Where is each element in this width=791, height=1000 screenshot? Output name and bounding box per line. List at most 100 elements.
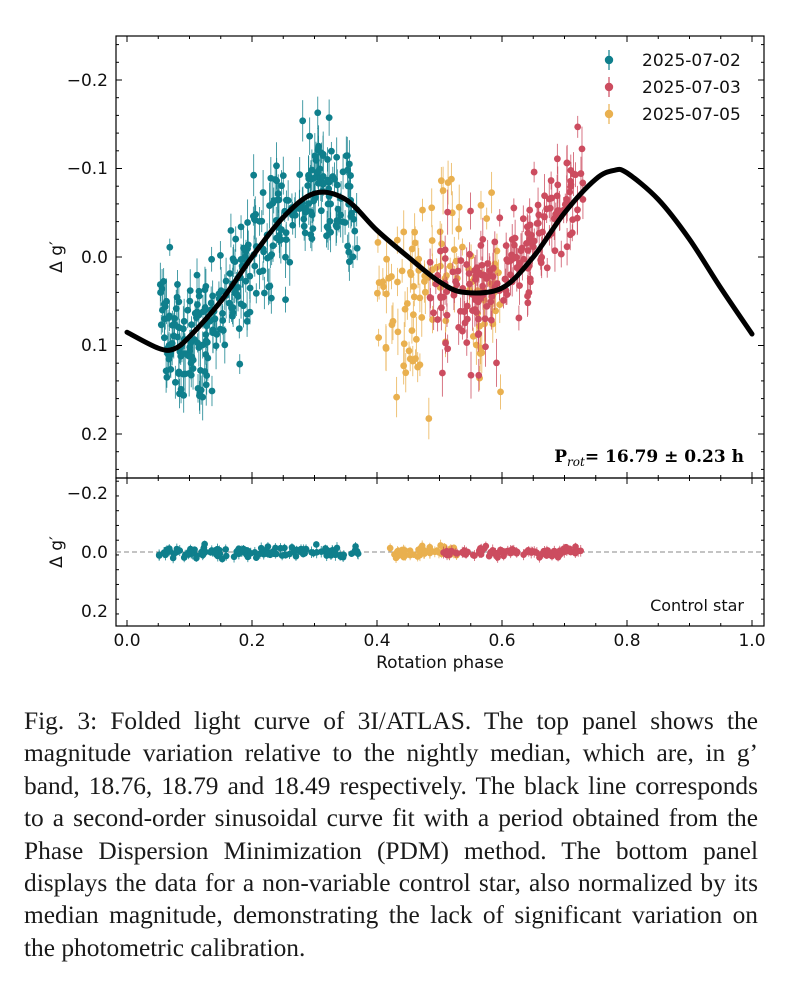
data-point-2025-07-02 <box>299 100 307 142</box>
data-point-2025-07-02 <box>300 211 308 241</box>
data-point-control-2025-07-05 <box>407 549 415 558</box>
data-point-control-2025-07-02 <box>193 554 200 562</box>
data-point-2025-07-03 <box>463 299 471 339</box>
data-point-2025-07-05 <box>455 184 463 230</box>
data-point-control-2025-07-02 <box>185 549 192 560</box>
data-point-2025-07-03 <box>434 307 441 332</box>
data-point-2025-07-03 <box>568 224 576 242</box>
data-point-2025-07-03 <box>472 255 480 297</box>
data-point-control-2025-07-05 <box>395 547 403 559</box>
data-point-2025-07-03 <box>463 247 471 282</box>
data-point-control-2025-07-05 <box>386 543 394 553</box>
data-point-2025-07-02 <box>306 117 314 155</box>
data-point-2025-07-03 <box>530 161 538 183</box>
data-point-2025-07-02 <box>229 298 237 327</box>
data-point-2025-07-03 <box>463 329 471 356</box>
data-point-2025-07-02 <box>208 375 216 407</box>
data-point-control-2025-07-03 <box>502 548 510 555</box>
bottom-ytick-label: 0.0 <box>81 543 108 563</box>
data-point-control-2025-07-02 <box>162 549 169 561</box>
data-point-2025-07-02 <box>286 238 294 286</box>
data-point-2025-07-05 <box>374 232 382 253</box>
data-point-2025-07-03 <box>449 261 457 282</box>
data-point-2025-07-05 <box>410 277 418 296</box>
data-point-2025-07-05 <box>439 166 447 215</box>
data-point-2025-07-05 <box>409 301 417 329</box>
data-point-2025-07-02 <box>240 283 247 328</box>
data-point-2025-07-02 <box>187 362 195 388</box>
data-point-2025-07-02 <box>240 225 247 271</box>
data-point-2025-07-02 <box>325 99 333 136</box>
data-point-2025-07-03 <box>467 192 474 230</box>
data-point-control-2025-07-02 <box>166 548 174 555</box>
data-point-control-2025-07-02 <box>169 552 177 564</box>
legend-label-2025-07-02: 2025-07-02 <box>642 51 741 71</box>
data-point-2025-07-02 <box>296 189 303 228</box>
data-point-2025-07-02 <box>186 269 194 313</box>
data-point-control-2025-07-02 <box>322 544 329 553</box>
data-point-2025-07-02 <box>353 236 361 261</box>
top-ytick-label: −0.1 <box>67 159 108 179</box>
data-point-2025-07-05 <box>388 305 396 345</box>
data-point-2025-07-02 <box>160 268 168 295</box>
data-point-2025-07-03 <box>567 172 574 190</box>
data-point-2025-07-03 <box>511 219 519 257</box>
data-point-2025-07-05 <box>412 316 420 362</box>
legend-label-2025-07-05: 2025-07-05 <box>642 105 741 125</box>
data-point-2025-07-05 <box>374 284 381 302</box>
data-point-2025-07-05 <box>476 335 484 372</box>
data-point-control-2025-07-02 <box>337 552 344 561</box>
data-point-2025-07-05 <box>394 308 402 356</box>
data-point-2025-07-03 <box>469 290 476 331</box>
data-point-control-2025-07-02 <box>289 548 297 556</box>
data-point-2025-07-03 <box>557 240 565 268</box>
data-point-2025-07-02 <box>333 206 340 243</box>
data-point-2025-07-03 <box>543 194 551 224</box>
data-point-2025-07-02 <box>219 314 227 347</box>
data-point-2025-07-03 <box>496 209 504 227</box>
data-point-2025-07-03 <box>426 248 434 277</box>
data-point-2025-07-03 <box>537 249 545 276</box>
axis-ticks <box>116 36 764 626</box>
data-point-2025-07-03 <box>441 244 449 273</box>
data-point-2025-07-02 <box>173 284 181 311</box>
data-point-2025-07-03 <box>444 189 452 235</box>
data-point-2025-07-02 <box>226 264 234 283</box>
data-point-2025-07-05 <box>418 298 426 337</box>
data-point-2025-07-02 <box>242 270 250 293</box>
data-point-control-2025-07-05 <box>414 551 421 562</box>
data-point-2025-07-02 <box>230 244 238 277</box>
data-point-2025-07-03 <box>566 181 574 203</box>
data-point-2025-07-05 <box>428 225 436 257</box>
bottom-panel-points <box>155 539 585 564</box>
data-point-2025-07-05 <box>429 253 436 286</box>
data-point-2025-07-02 <box>249 206 257 226</box>
data-point-2025-07-02 <box>252 283 260 304</box>
data-point-control-2025-07-02 <box>264 542 272 552</box>
data-point-control-2025-07-02 <box>155 550 163 561</box>
data-point-2025-07-02 <box>201 357 209 386</box>
data-point-2025-07-05 <box>382 324 390 371</box>
data-point-2025-07-02 <box>160 283 168 326</box>
data-point-2025-07-03 <box>426 277 434 318</box>
x-axis-label: Rotation phase <box>376 653 504 673</box>
data-point-control-2025-07-03 <box>452 548 460 558</box>
data-point-2025-07-05 <box>444 160 452 205</box>
data-point-2025-07-02 <box>314 153 322 189</box>
data-point-2025-07-02 <box>339 200 347 243</box>
data-point-2025-07-03 <box>478 256 486 274</box>
xtick-label: 0.4 <box>363 631 390 651</box>
data-point-2025-07-05 <box>375 265 383 300</box>
data-point-2025-07-05 <box>483 207 491 230</box>
data-point-2025-07-03 <box>502 232 510 259</box>
data-point-control-2025-07-02 <box>281 543 288 553</box>
data-point-2025-07-05 <box>455 218 463 240</box>
data-point-control-2025-07-03 <box>550 550 558 557</box>
data-point-2025-07-05 <box>383 241 391 277</box>
data-point-2025-07-03 <box>554 166 562 204</box>
data-point-2025-07-03 <box>467 351 475 399</box>
xtick-label: 1.0 <box>738 631 765 651</box>
data-point-2025-07-05 <box>477 190 485 220</box>
data-point-control-2025-07-03 <box>577 544 585 557</box>
data-point-2025-07-02 <box>176 318 183 337</box>
